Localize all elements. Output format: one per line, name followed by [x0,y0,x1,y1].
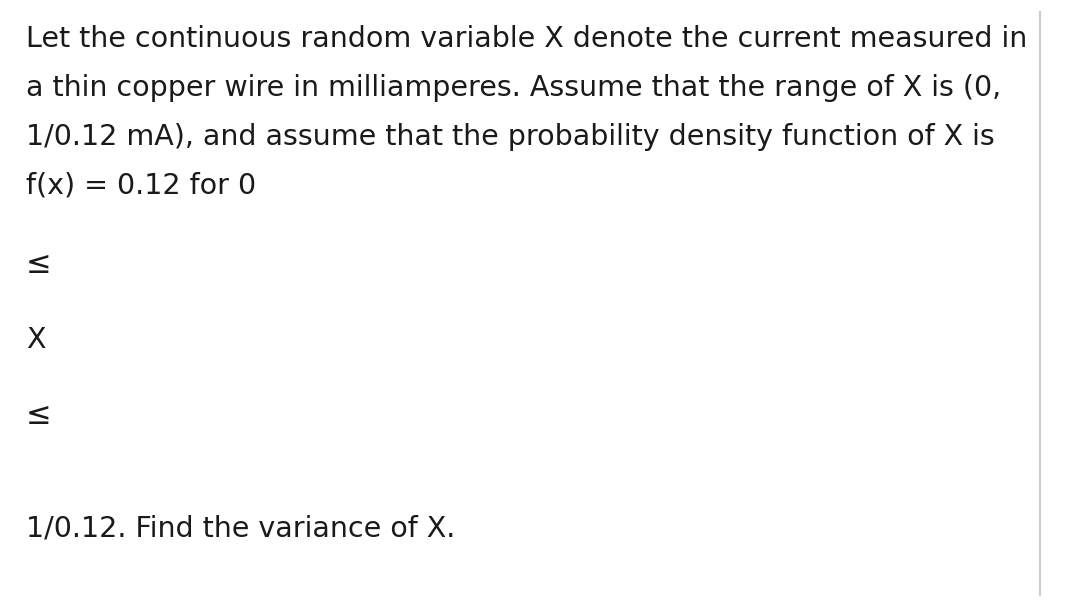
Text: 1/0.12. Find the variance of X.: 1/0.12. Find the variance of X. [26,514,455,542]
Text: 1/0.12 mA), and assume that the probability density function of Χ is: 1/0.12 mA), and assume that the probabil… [26,123,994,151]
Text: ≤: ≤ [26,249,51,279]
Text: Let the continuous random variable Χ denote the current measured in: Let the continuous random variable Χ den… [26,25,1027,53]
Text: a thin copper wire in milliamperes. Assume that the range of Χ is (0,: a thin copper wire in milliamperes. Assu… [26,74,1001,102]
Text: f(x) = 0.12 for 0: f(x) = 0.12 for 0 [26,171,256,199]
Text: ≤: ≤ [26,401,51,430]
Text: X: X [26,326,46,354]
